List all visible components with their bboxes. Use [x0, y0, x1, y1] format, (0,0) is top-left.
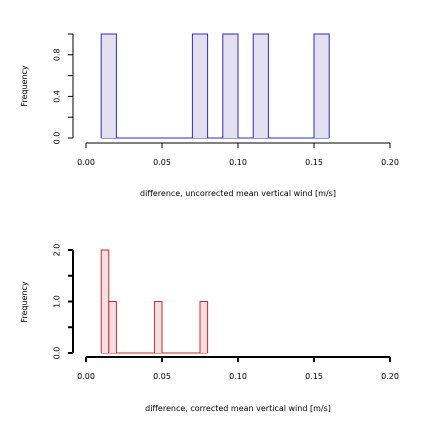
histogram-bar — [314, 34, 330, 138]
x-axis-title: difference, corrected mean vertical wind… — [145, 404, 331, 413]
y-tick-label: 0.0 — [53, 347, 62, 360]
x-axis-ticks: 0.00 0.05 0.10 0.15 0.20 — [77, 357, 399, 381]
x-tick-label: 0.15 — [305, 158, 323, 167]
y-axis-ticks: 0.0 1.0 2.0 — [53, 244, 73, 360]
x-tick-label: 0.10 — [229, 372, 247, 381]
x-axis-title: difference, uncorrected mean vertical wi… — [140, 189, 336, 198]
x-tick-label: 0.05 — [153, 372, 171, 381]
histogram-bar-outline — [100, 33, 117, 138]
x-tick-label: 0.20 — [381, 158, 399, 167]
histogram-bar-outline — [199, 301, 209, 353]
histogram-bar — [108, 301, 117, 353]
y-axis-title: Frequency — [20, 281, 29, 323]
x-tick-label: 0.15 — [305, 372, 323, 381]
histogram-bar-outline — [222, 33, 239, 138]
histogram-bar — [101, 250, 109, 353]
y-axis-ticks: 0.0 0.4 0.8 — [53, 33, 73, 145]
histogram-bar — [154, 301, 162, 353]
histogram-bar-outline — [252, 33, 269, 138]
x-tick-label: 0.05 — [153, 158, 171, 167]
y-tick-label: 1.0 — [53, 295, 62, 308]
x-tick-label: 0.20 — [381, 372, 399, 381]
histogram-bar — [200, 301, 208, 353]
y-tick-label: 0.8 — [53, 48, 62, 61]
histogram-bar — [222, 34, 238, 138]
histogram-bar-outline — [191, 33, 209, 138]
histogram-bar-outline — [153, 301, 163, 353]
x-tick-label: 0.00 — [77, 158, 95, 167]
x-tick-label: 0.10 — [229, 158, 247, 167]
histogram-bar — [101, 34, 117, 138]
histogram-bar-outline — [108, 301, 117, 353]
histogram-bar-outline — [313, 33, 330, 138]
histogram-bar — [192, 34, 208, 138]
uncorrected-histogram-panel: 0.00 0.05 0.10 0.15 0.20 0.0 0.4 0.8 differenc… — [20, 33, 399, 198]
uncorrected-bars — [100, 33, 330, 139]
histogram-bar — [253, 34, 269, 138]
x-axis-ticks: 0.00 0.05 0.10 0.15 0.20 — [77, 143, 399, 167]
y-tick-label: 0.4 — [53, 90, 62, 103]
corrected-bars — [100, 249, 209, 354]
y-tick-label: 0.0 — [53, 132, 62, 145]
corrected-histogram-panel: 0.00 0.05 0.10 0.15 0.20 0.0 1.0 2.0 differenc… — [20, 244, 399, 413]
y-axis-title: Frequency — [20, 65, 29, 107]
x-tick-label: 0.00 — [77, 372, 95, 381]
y-tick-label: 2.0 — [53, 244, 62, 257]
